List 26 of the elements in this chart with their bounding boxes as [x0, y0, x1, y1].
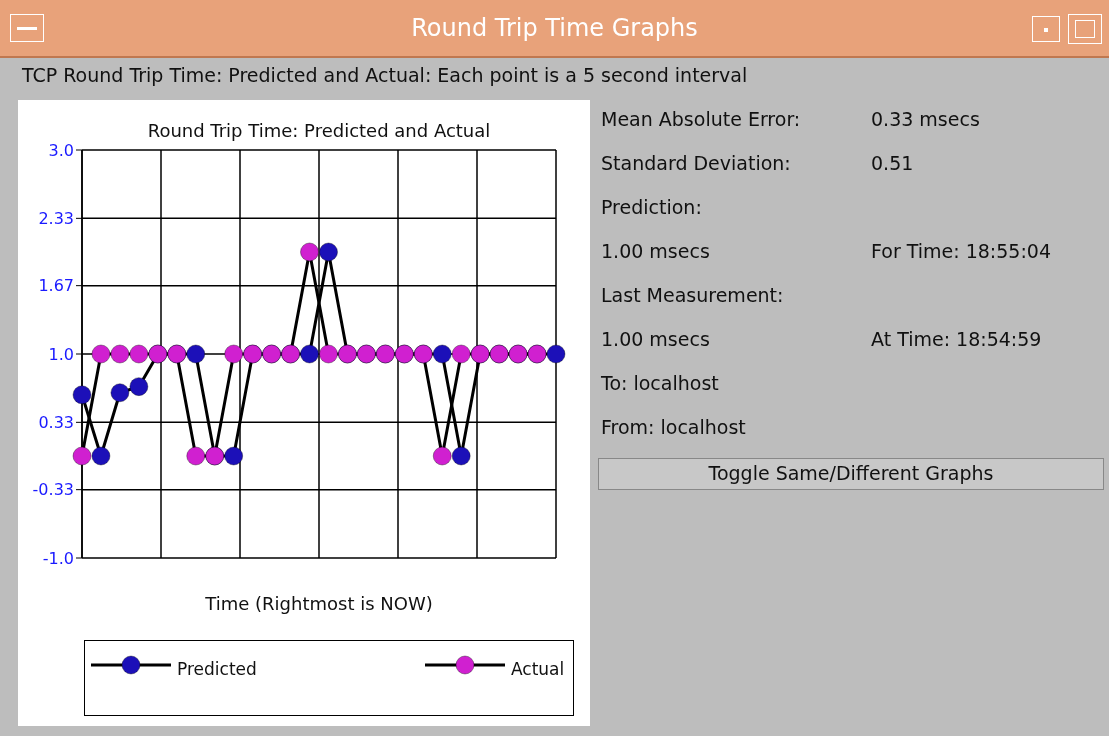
y-tick-label: -0.33 [32, 480, 74, 500]
text: At Time: 18:54:59 [871, 328, 1042, 350]
text: Last Measurement: [601, 284, 784, 306]
text: From: localhost [601, 416, 746, 438]
y-tick-label: 1.67 [38, 276, 74, 296]
y-tick-label: 1.0 [48, 344, 74, 364]
text: 1.00 msecs [601, 240, 710, 262]
text: Mean Absolute Error: [601, 108, 801, 130]
y-tick-label: 3.0 [48, 140, 74, 160]
text: Toggle Same/Different Graphs [598, 458, 1104, 490]
y-tick-label: 0.33 [38, 413, 74, 433]
legend-label: Predicted [177, 659, 257, 679]
text: 0.51 [871, 152, 914, 174]
chart-title: Round Trip Time: Predicted and Actual [146, 120, 492, 141]
y-tick-label: -1.0 [42, 548, 74, 568]
text: For Time: 18:55:04 [871, 240, 1051, 262]
chart-subtitle: TCP Round Trip Time: Predicted and Actual: Each point is a 5 second interval [22, 64, 748, 86]
y-tick-label: 2.33 [38, 209, 74, 229]
text: 1.00 msecs [601, 328, 710, 350]
text: Prediction: [601, 196, 702, 218]
text: Standard Deviation: [601, 152, 791, 174]
legend-label: Actual [511, 659, 565, 679]
text: Round Trip Time Graphs [410, 14, 699, 42]
x-axis-title: Time (Rightmost is NOW) [204, 593, 434, 614]
text: To: localhost [601, 372, 719, 394]
text: 0.33 msecs [871, 108, 980, 130]
